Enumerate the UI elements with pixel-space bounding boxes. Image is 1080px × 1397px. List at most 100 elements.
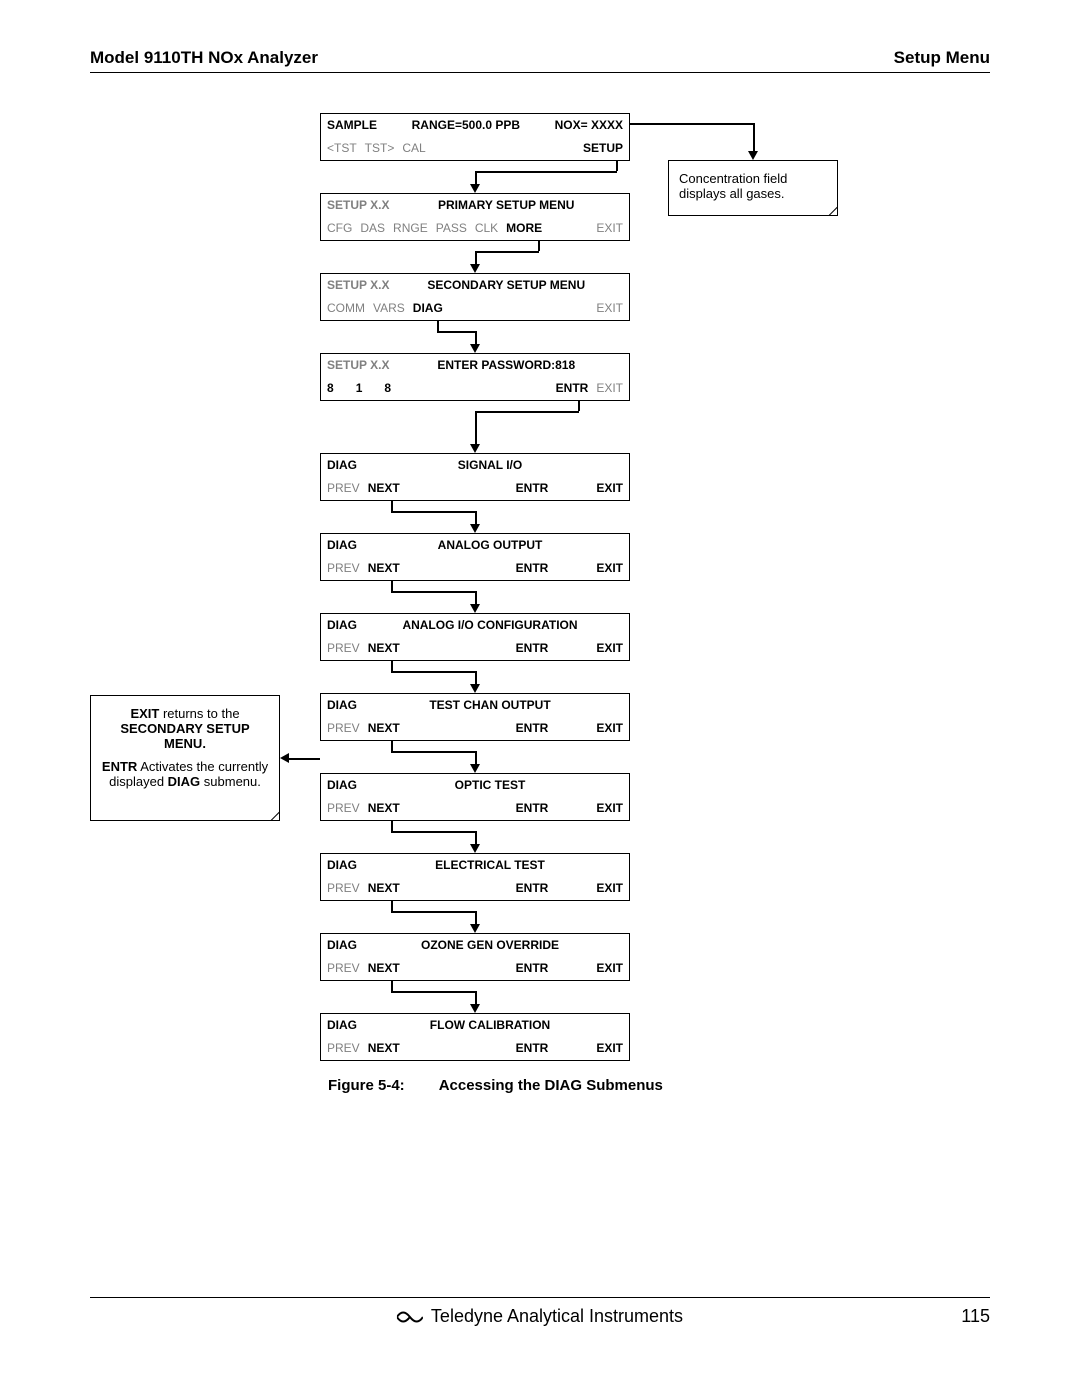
menu-key-1: 1 xyxy=(356,381,363,395)
arrow-down-icon xyxy=(470,444,480,453)
row1-center: SIGNAL I/O xyxy=(458,458,522,472)
menu-box-ozone: DIAGOZONE GEN OVERRIDEPREVNEXTENTREXIT xyxy=(320,933,630,981)
menu-key-prev: PREV xyxy=(327,881,360,895)
row1-left: DIAG xyxy=(327,538,357,552)
menu-key-vars: VARS xyxy=(373,301,405,315)
connector-vline xyxy=(475,911,477,925)
figure-caption: Figure 5-4: Accessing the DIAG Submenus xyxy=(328,1077,663,1094)
menu-key-cal: CAL xyxy=(402,141,425,155)
menu-key-entr: ENTR xyxy=(516,561,549,575)
connector-vline xyxy=(475,171,477,185)
connector-vline xyxy=(475,591,477,605)
arrow-down-icon xyxy=(470,524,480,533)
menu-key-exit: EXIT xyxy=(596,721,623,735)
connector-hline xyxy=(391,831,476,833)
note-exit-entr: EXIT returns to theSECONDARY SETUP MENU.… xyxy=(90,695,280,821)
menu-key-more: MORE xyxy=(506,221,542,235)
menu-key-exit: EXIT xyxy=(596,561,623,575)
menu-key-entr: ENTR xyxy=(516,721,549,735)
menu-key-prev: PREV xyxy=(327,481,360,495)
caption-label: Figure 5-4: xyxy=(328,1077,405,1094)
row1-center: ANALOG I/O CONFIGURATION xyxy=(402,618,577,632)
arrow-down-icon xyxy=(470,764,480,773)
menu-key-next: NEXT xyxy=(368,481,400,495)
menu-key-exit: EXIT xyxy=(596,481,623,495)
connector-hline xyxy=(391,671,476,673)
row1-center: FLOW CALIBRATION xyxy=(430,1018,550,1032)
menu-key-entr: ENTR xyxy=(516,801,549,815)
menu-key-next: NEXT xyxy=(368,721,400,735)
arrow-down-icon xyxy=(748,151,758,160)
arrow-down-icon xyxy=(470,344,480,353)
note-diag-label: DIAG xyxy=(168,774,201,789)
connector-vline xyxy=(753,123,755,152)
connector-vline xyxy=(578,401,580,411)
teledyne-logo-icon xyxy=(397,1308,423,1326)
connector-vline xyxy=(475,331,477,345)
row1-center: ANALOG OUTPUT xyxy=(438,538,543,552)
menu-key-next: NEXT xyxy=(368,641,400,655)
menu-key-prev: PREV xyxy=(327,721,360,735)
note-text: returns to the xyxy=(159,706,239,721)
header-left: Model 9110TH NOx Analyzer xyxy=(90,48,318,68)
menu-key-next: NEXT xyxy=(368,1041,400,1055)
menu-box-password: SETUP X.XENTER PASSWORD:818818ENTREXIT xyxy=(320,353,630,401)
connector-hline xyxy=(391,911,476,913)
menu-key-entr: ENTR xyxy=(516,641,549,655)
menu-key-entr: ENTR xyxy=(516,961,549,975)
footer-company: Teledyne Analytical Instruments xyxy=(431,1306,683,1327)
menu-key-exit: EXIT xyxy=(596,881,623,895)
menu-key-entr: ENTR xyxy=(556,381,589,395)
menu-key-exit: EXIT xyxy=(596,961,623,975)
menu-key-8: 8 xyxy=(327,381,334,395)
row1-center: OPTIC TEST xyxy=(455,778,526,792)
connector-vline xyxy=(437,321,439,331)
row1-left: DIAG xyxy=(327,778,357,792)
menu-box-analogio: DIAGANALOG I/O CONFIGURATIONPREVNEXTENTR… xyxy=(320,613,630,661)
row1-left: SETUP X.X xyxy=(327,278,389,292)
menu-key-prev: PREV xyxy=(327,801,360,815)
connector-vline xyxy=(475,991,477,1005)
connector-vline xyxy=(475,511,477,525)
row1-left: DIAG xyxy=(327,458,357,472)
connector-hline xyxy=(437,331,476,333)
row1-center: ELECTRICAL TEST xyxy=(435,858,545,872)
row1-center: TEST CHAN OUTPUT xyxy=(429,698,550,712)
menu-key-clk: CLK xyxy=(475,221,498,235)
menu-key-rnge: RNGE xyxy=(393,221,428,235)
row1-left: SAMPLE xyxy=(327,118,377,132)
menu-key-comm: COMM xyxy=(327,301,365,315)
menu-box-primary: SETUP X.XPRIMARY SETUP MENUCFGDASRNGEPAS… xyxy=(320,193,630,241)
row1-left: DIAG xyxy=(327,858,357,872)
menu-key-exit: EXIT xyxy=(596,1041,623,1055)
arrow-down-icon xyxy=(470,924,480,933)
menu-key-next: NEXT xyxy=(368,561,400,575)
menu-key-exit: EXIT xyxy=(596,641,623,655)
connector-vline xyxy=(475,831,477,845)
arrow-down-icon xyxy=(470,844,480,853)
row1-center: ENTER PASSWORD:818 xyxy=(437,358,575,372)
menu-key-prev: PREV xyxy=(327,1041,360,1055)
note-text: SECONDARY SETUP MENU. xyxy=(101,721,269,751)
page-number: 115 xyxy=(961,1306,990,1327)
row1-left: DIAG xyxy=(327,938,357,952)
connector-vline xyxy=(391,901,393,911)
arrow-left-icon xyxy=(280,753,289,763)
row1-center: RANGE=500.0 PPB xyxy=(412,118,520,132)
connector-vline xyxy=(391,581,393,591)
connector-hline xyxy=(391,511,476,513)
menu-key-tst: <TST xyxy=(327,141,357,155)
menu-key-pass: PASS xyxy=(436,221,467,235)
menu-key-exit: EXIT xyxy=(596,301,623,315)
menu-box-secondary: SETUP X.XSECONDARY SETUP MENUCOMMVARSDIA… xyxy=(320,273,630,321)
connector-vline xyxy=(391,741,393,751)
row1-left: SETUP X.X xyxy=(327,358,389,372)
arrow-down-icon xyxy=(470,684,480,693)
menu-box-signalio: DIAGSIGNAL I/OPREVNEXTENTREXIT xyxy=(320,453,630,501)
menu-key-8: 8 xyxy=(384,381,391,395)
caption-text: Accessing the DIAG Submenus xyxy=(439,1077,663,1094)
note-entr-label: ENTR xyxy=(102,759,137,774)
row1-left: DIAG xyxy=(327,698,357,712)
menu-key-setup: SETUP xyxy=(583,141,623,155)
menu-key-prev: PREV xyxy=(327,961,360,975)
